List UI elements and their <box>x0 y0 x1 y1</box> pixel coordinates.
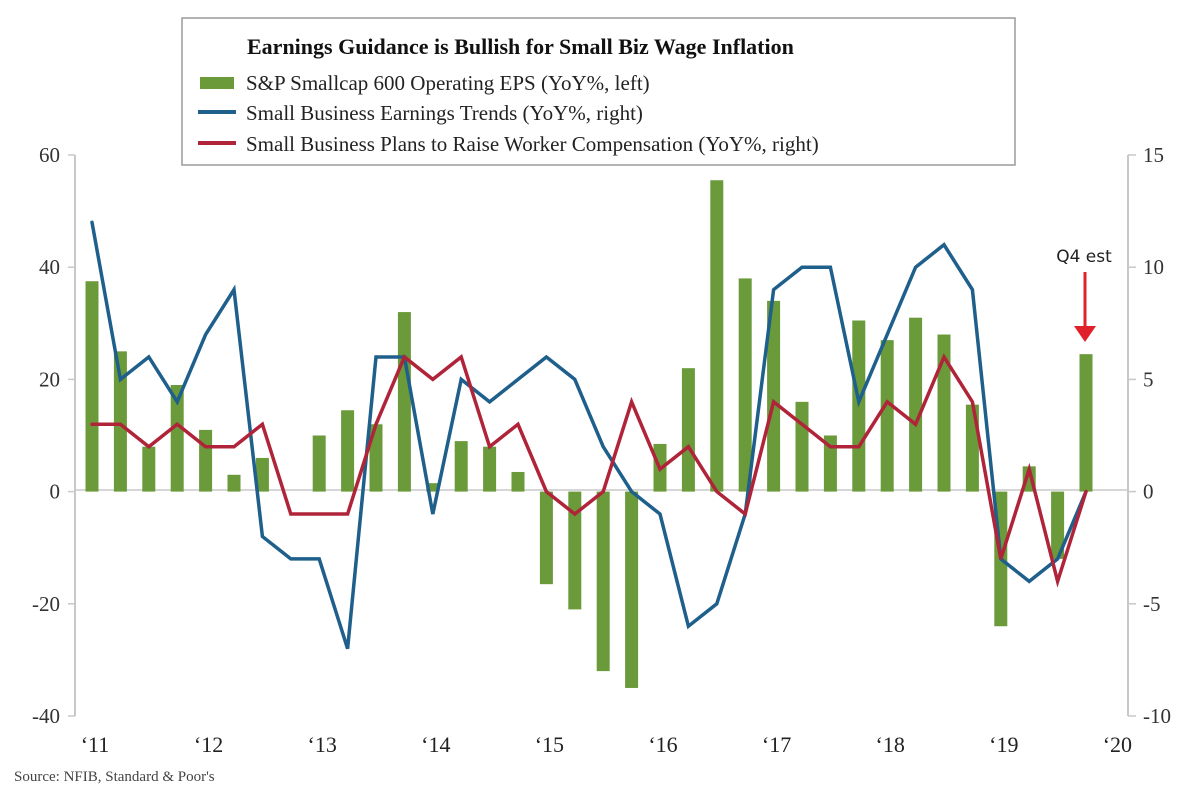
x-tick-label: ‘16 <box>648 732 677 757</box>
eps-bar <box>85 281 99 492</box>
x-tick-label: ‘13 <box>308 732 337 757</box>
worker-compensation-line <box>90 353 1088 588</box>
eps-bar <box>426 483 440 492</box>
left-tick-label: 20 <box>39 367 60 391</box>
x-tick-label: ‘17 <box>762 732 791 757</box>
q4-estimate-annotation: Q4 est <box>1056 247 1112 342</box>
eps-bar <box>738 278 752 492</box>
left-tick-label: 60 <box>39 143 60 167</box>
legend: Earnings Guidance is Bullish for Small B… <box>181 17 1016 166</box>
x-axis-labels: ‘11 ‘12 ‘13 ‘14 ‘15 ‘16 ‘17 ‘18 ‘19 ‘20 <box>81 732 1132 757</box>
eps-bar <box>909 317 923 492</box>
eps-bar <box>341 410 355 492</box>
eps-bar <box>710 180 724 492</box>
source-note: Source: NFIB, Standard & Poor's <box>14 769 215 785</box>
legend-label-red-line: Small Business Plans to Raise Worker Com… <box>246 132 819 156</box>
line-series <box>90 220 1088 650</box>
annotation-text: Q4 est <box>1056 247 1112 267</box>
eps-bar <box>625 491 639 688</box>
x-tick-label: ‘12 <box>194 732 223 757</box>
right-tick-label: -5 <box>1143 592 1161 616</box>
left-axis: 60 40 20 0 -20 -40 <box>32 143 76 728</box>
x-tick-label: ‘20 <box>1103 732 1132 757</box>
right-tick-label: 15 <box>1143 143 1164 167</box>
x-tick-label: ‘19 <box>989 732 1018 757</box>
eps-bar <box>1079 354 1093 492</box>
right-axis: 15 10 5 0 -5 -10 <box>1127 143 1171 728</box>
right-tick-label: 0 <box>1143 480 1154 504</box>
eps-bar <box>1051 491 1065 559</box>
earnings-trends-line <box>90 220 1088 650</box>
eps-bar <box>113 351 127 492</box>
eps-bar <box>795 401 809 492</box>
legend-box <box>181 17 1016 166</box>
eps-bar <box>568 491 582 610</box>
chart-title: Earnings Guidance is Bullish for Small B… <box>247 34 794 59</box>
eps-bar <box>596 491 610 672</box>
left-tick-label: 40 <box>39 255 60 279</box>
eps-bar <box>170 385 184 492</box>
eps-bar <box>255 457 269 492</box>
right-tick-label: 10 <box>1143 255 1164 279</box>
eps-bar <box>312 435 326 492</box>
legend-label-bars: S&P Smallcap 600 Operating EPS (YoY%, le… <box>246 71 650 95</box>
x-tick-label: ‘18 <box>876 732 905 757</box>
eps-bar <box>511 471 525 492</box>
eps-bar <box>142 446 156 492</box>
eps-bar <box>823 435 837 492</box>
eps-bar <box>681 368 695 492</box>
eps-bar <box>397 312 411 492</box>
x-tick-label: ‘14 <box>421 732 450 757</box>
x-tick-label: ‘11 <box>81 732 110 757</box>
bar-series <box>85 180 1093 688</box>
legend-swatch-bars <box>200 77 234 89</box>
annotation-arrow-head <box>1074 326 1096 342</box>
eps-bar <box>454 441 468 492</box>
right-tick-label: -10 <box>1143 704 1171 728</box>
right-tick-label: 5 <box>1143 367 1154 391</box>
legend-label-blue-line: Small Business Earnings Trends (YoY%, ri… <box>246 101 643 125</box>
eps-bar <box>199 429 213 492</box>
eps-bar <box>539 491 553 585</box>
x-tick-label: ‘15 <box>535 732 564 757</box>
eps-bar <box>483 446 497 492</box>
left-tick-label: 0 <box>50 480 61 504</box>
eps-bar <box>880 340 894 492</box>
left-tick-label: -40 <box>32 704 60 728</box>
eps-bar <box>937 334 951 492</box>
left-tick-label: -20 <box>32 592 60 616</box>
eps-bar <box>767 300 781 492</box>
eps-bar <box>227 474 241 492</box>
eps-bar <box>369 424 383 492</box>
